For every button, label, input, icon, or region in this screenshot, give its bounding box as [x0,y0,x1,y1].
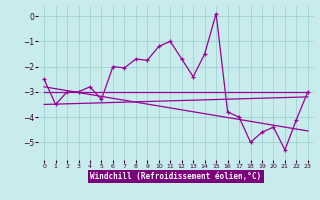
X-axis label: Windchill (Refroidissement éolien,°C): Windchill (Refroidissement éolien,°C) [91,172,261,181]
